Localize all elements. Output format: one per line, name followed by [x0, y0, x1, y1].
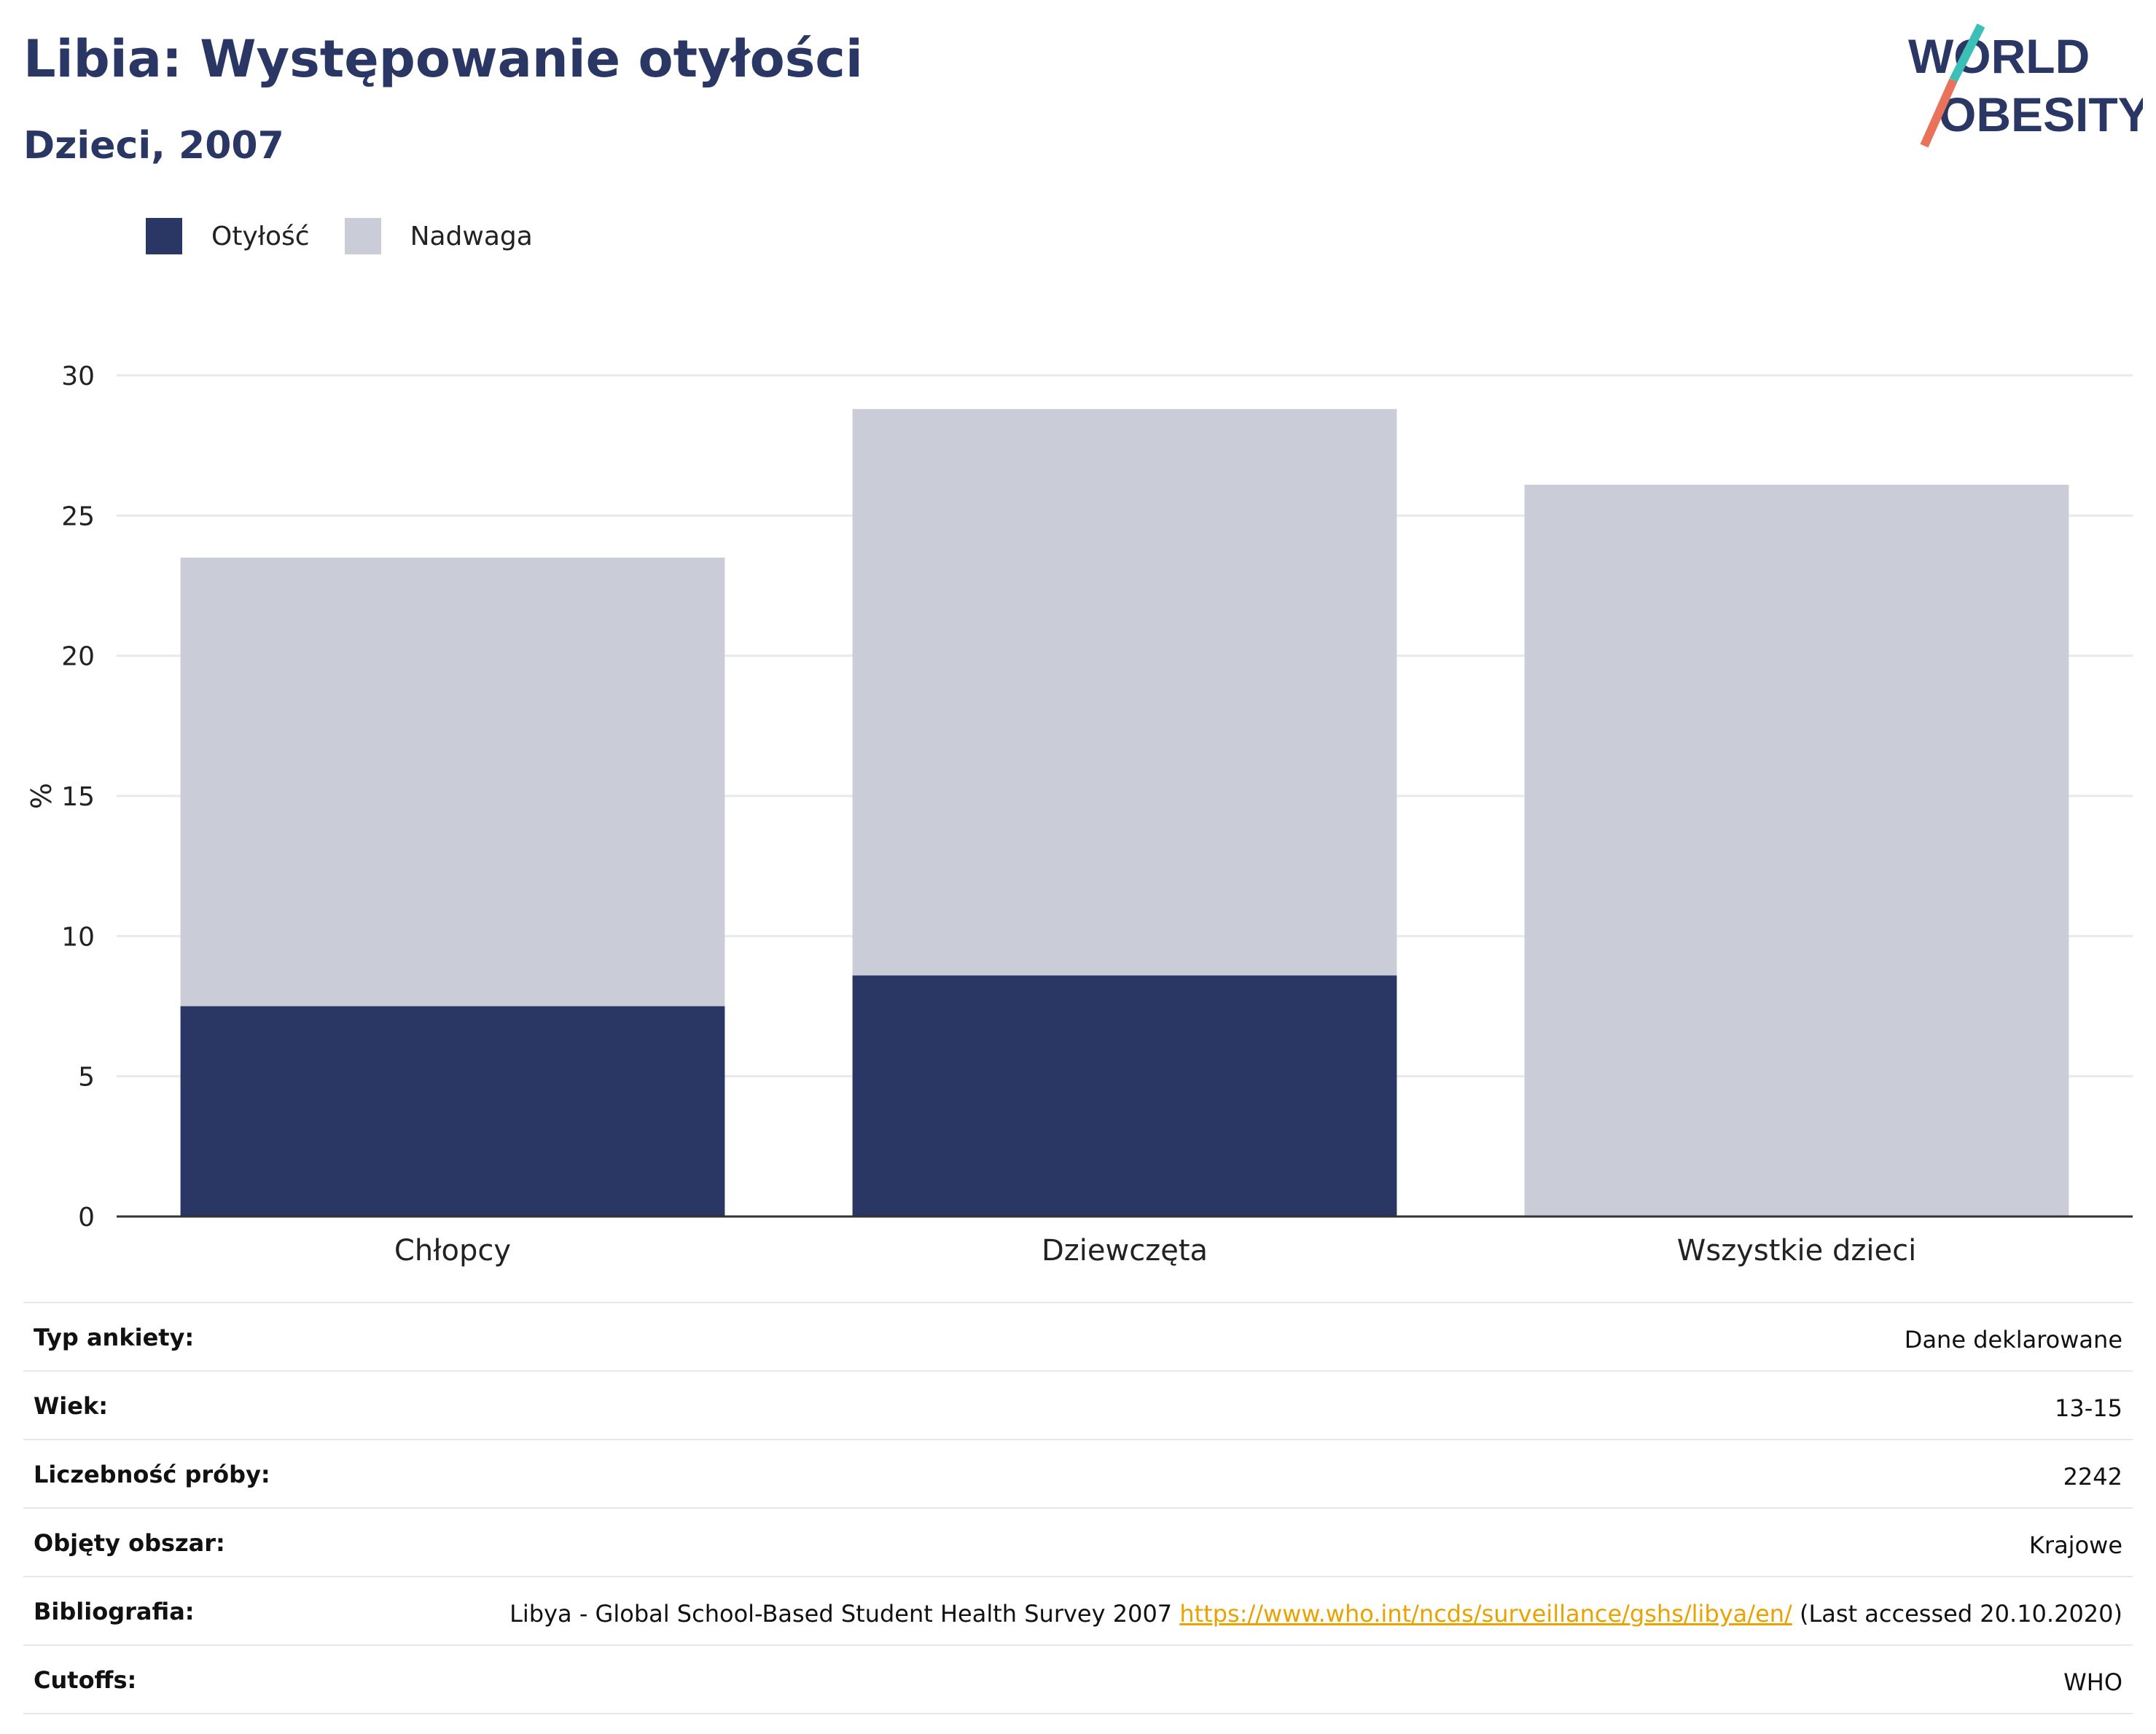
y-tick-label: 20: [61, 642, 95, 672]
survey-metadata-table: Typ ankiety: Dane deklarowane Wiek: 13-1…: [23, 1302, 2133, 1714]
meta-value: Libya - Global School-Based Student Heal…: [509, 1598, 2122, 1630]
y-tick-label: 30: [61, 362, 95, 391]
y-tick-label: 25: [61, 501, 95, 531]
meta-label: Wiek:: [34, 1392, 109, 1420]
x-tick-label: Wszystkie dzieci: [1677, 1234, 1916, 1268]
meta-row-sample-size: Liczebność próby: 2242: [23, 1439, 2133, 1507]
logo-slash-coral: [1920, 78, 1958, 148]
bibliography-link[interactable]: https://www.who.int/ncds/surveillance/gs…: [1179, 1600, 1792, 1628]
x-tick-label: Dziewczęta: [1042, 1234, 1208, 1268]
legend-item-overweight[interactable]: Nadwaga: [344, 218, 533, 254]
meta-label: Bibliografia:: [34, 1598, 195, 1625]
legend-item-obesity[interactable]: Otyłość: [146, 218, 310, 254]
meta-value: 13-15: [2055, 1394, 2122, 1422]
bibliography-suffix: (Last accessed 20.10.2020): [1799, 1600, 2122, 1628]
y-tick-label: 5: [78, 1063, 95, 1093]
meta-value: Krajowe: [2028, 1531, 2122, 1559]
world-obesity-logo: WORLD OBESITY: [1908, 23, 2143, 148]
meta-row-area-covered: Objęty obszar: Krajowe: [23, 1507, 2133, 1576]
bar-chart: 0 5 10 15 20 25 30% Chłopcy Dziewczęta Wszystkie …: [26, 362, 2133, 1268]
bibliography-text: Libya - Global School-Based Student Heal…: [509, 1600, 1173, 1628]
page-title: Libia: Występowanie otyłości: [23, 29, 863, 89]
meta-label: Cutoffs:: [34, 1666, 137, 1694]
y-tick-label: 10: [61, 922, 95, 952]
legend-swatch-overweight: [344, 218, 381, 254]
meta-value: 2242: [2063, 1463, 2122, 1491]
meta-label: Typ ankiety:: [34, 1324, 195, 1351]
meta-value: Dane deklarowane: [1904, 1326, 2122, 1354]
meta-row-bibliography: Bibliografia: Libya - Global School-Base…: [23, 1576, 2133, 1644]
bar-overweight-1: [852, 409, 1397, 976]
legend-label-obesity: Otyłość: [211, 221, 310, 251]
logo-slash-teal: [1949, 23, 1985, 82]
y-tick-label: 0: [78, 1203, 95, 1233]
meta-row-survey-type: Typ ankiety: Dane deklarowane: [23, 1302, 2133, 1370]
bar-overweight-0: [180, 558, 725, 1007]
bar-overweight-2: [1524, 485, 2069, 1216]
meta-row-cutoffs: Cutoffs: WHO: [23, 1644, 2133, 1714]
legend-swatch-obesity: [146, 218, 182, 254]
y-tick-label: 15: [61, 782, 95, 812]
logo-line1: WORLD: [1908, 29, 2090, 83]
x-tick-label: Chłopcy: [394, 1234, 511, 1268]
chart-legend: Otyłość Nadwaga: [146, 216, 568, 257]
meta-label: Liczebność próby:: [34, 1461, 270, 1488]
meta-value: WHO: [2063, 1668, 2122, 1696]
meta-row-age: Wiek: 13-15: [23, 1370, 2133, 1439]
page-subtitle: Dzieci, 2007: [23, 124, 284, 168]
legend-label-overweight: Nadwaga: [410, 221, 533, 251]
meta-label: Objęty obszar:: [34, 1529, 225, 1557]
logo-line2: OBESITY: [1939, 87, 2143, 141]
bar-obesity-0: [180, 1006, 725, 1216]
bar-obesity-1: [852, 975, 1397, 1216]
y-axis-label: %: [26, 783, 58, 809]
